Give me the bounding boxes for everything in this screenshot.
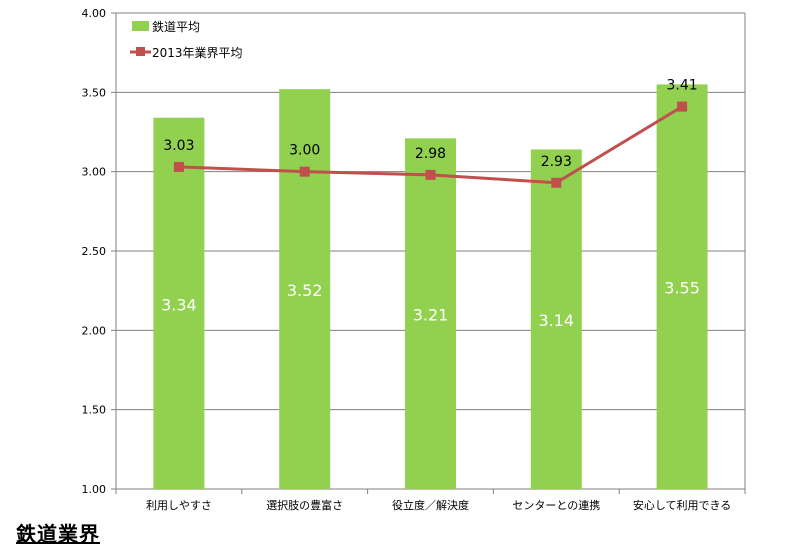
- bar: [530, 149, 582, 489]
- line-marker: [299, 166, 310, 177]
- bar: [405, 138, 456, 489]
- line-value-labels: 3.03 3.00 2.98 2.93 3.41: [163, 78, 697, 170]
- bar-value-label: 3.21: [413, 306, 449, 325]
- x-tick-label: 選択肢の豊富さ: [266, 498, 343, 512]
- bar-value-label: 3.14: [538, 311, 574, 330]
- bar: [279, 89, 331, 489]
- y-tick-label: 1.00: [82, 483, 107, 496]
- x-axis-ticks: 利用しやすさ 選択肢の豊富さ 役立度／解決度 センターとの連携 安心して利用できる: [146, 498, 731, 512]
- y-tick-label: 1.50: [82, 404, 107, 417]
- footer-title: 鉄道業界: [16, 522, 100, 546]
- line-marker: [551, 177, 562, 188]
- legend-label: 2013年業界平均: [152, 46, 243, 60]
- bar-series: [153, 84, 708, 490]
- legend-swatch-marker: [136, 47, 145, 56]
- line-marker: [173, 161, 184, 172]
- chart: 1.00 1.50 2.00 2.50 3.00 3.50 4.00 3.34 3.52 3.2…: [82, 7, 746, 512]
- x-tick-label: 利用しやすさ: [146, 499, 212, 512]
- line-series: [173, 101, 688, 188]
- y-tick-label: 3.00: [82, 166, 107, 179]
- legend: 鉄道平均 2013年業界平均: [130, 19, 243, 60]
- legend-swatch-bar: [132, 21, 149, 31]
- line-marker: [677, 101, 688, 112]
- x-tick-label: センターとの連携: [512, 498, 600, 512]
- y-tick-label: 2.50: [82, 245, 107, 258]
- bar-value-label: 3.34: [161, 295, 197, 314]
- line-value-label: 3.00: [289, 143, 320, 159]
- bar-value-label: 3.52: [287, 281, 323, 300]
- bar: [656, 84, 708, 490]
- x-tick-label: 役立度／解決度: [392, 498, 469, 512]
- line-value-label: 3.03: [163, 138, 194, 154]
- y-tick-label: 2.00: [82, 324, 107, 337]
- line-value-label: 2.98: [415, 146, 446, 162]
- line-marker: [425, 169, 436, 180]
- bar-value-label: 3.55: [664, 279, 700, 298]
- y-tick-label: 3.50: [82, 86, 107, 99]
- x-tick-label: 安心して利用できる: [633, 498, 731, 512]
- line-value-label: 2.93: [541, 154, 572, 170]
- bar-value-labels: 3.34 3.52 3.21 3.14 3.55: [161, 279, 700, 331]
- bar: [153, 117, 205, 489]
- y-axis-ticks: 1.00 1.50 2.00 2.50 3.00 3.50 4.00: [82, 7, 107, 496]
- line-value-label: 3.41: [667, 78, 698, 94]
- legend-label: 鉄道平均: [152, 19, 200, 34]
- y-tick-label: 4.00: [82, 7, 107, 20]
